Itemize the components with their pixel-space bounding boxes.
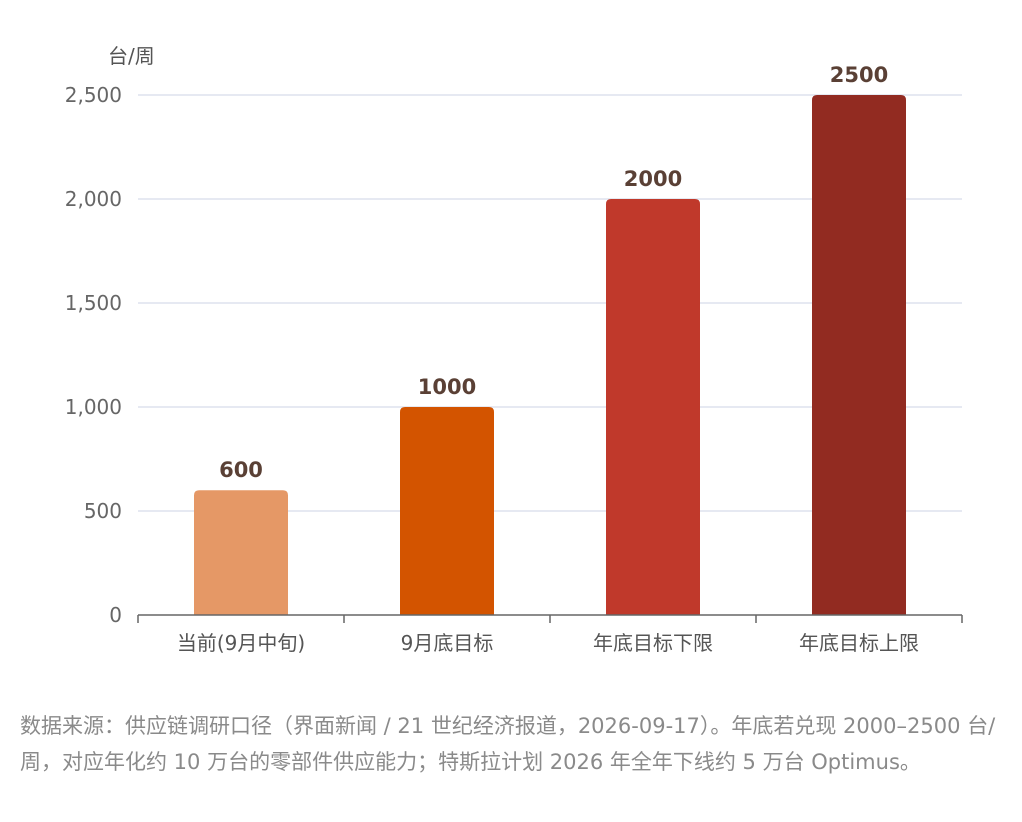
bar <box>606 199 700 615</box>
y-tick-label: 1,000 <box>65 395 122 419</box>
y-axis-unit-label: 台/周 <box>108 44 155 68</box>
bar <box>400 407 494 615</box>
y-tick-label: 500 <box>84 499 122 523</box>
x-tick-label: 当前(9月中旬) <box>177 631 305 655</box>
source-caption: 数据来源：供应链调研口径（界面新闻 / 21 世纪经济报道，2026-09-17… <box>20 714 996 774</box>
data-labels: 600 1000 2000 2500 <box>219 63 888 482</box>
x-tick-label: 年底目标上限 <box>799 631 919 655</box>
bar-value-label: 2500 <box>830 63 888 87</box>
bars <box>194 95 906 615</box>
bar-value-label: 600 <box>219 458 263 482</box>
x-axis-ticks: 当前(9月中旬) 9月底目标 年底目标下限 年底目标上限 <box>177 631 919 655</box>
bar-chart: 0 500 1,000 1,500 2,000 2,500 当前(9月中旬) 9月底目标 年底… <box>65 63 963 655</box>
y-tick-label: 2,500 <box>65 83 122 107</box>
y-tick-label: 0 <box>109 603 122 627</box>
x-tick-label: 年底目标下限 <box>593 631 713 655</box>
x-tick-label: 9月底目标 <box>401 631 494 655</box>
bar-value-label: 2000 <box>624 167 682 191</box>
bar-value-label: 1000 <box>418 375 476 399</box>
y-tick-label: 1,500 <box>65 291 122 315</box>
y-tick-label: 2,000 <box>65 187 122 211</box>
bar <box>812 95 906 615</box>
x-axis <box>137 614 963 623</box>
bar <box>194 490 288 615</box>
y-axis-ticks: 0 500 1,000 1,500 2,000 2,500 <box>65 83 122 627</box>
